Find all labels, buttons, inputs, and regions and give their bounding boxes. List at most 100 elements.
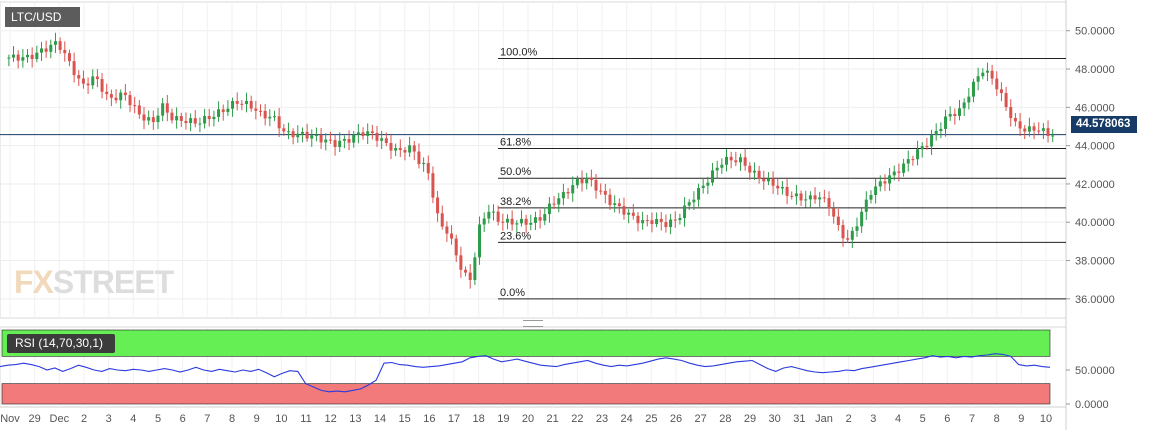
candle-up [1027, 126, 1031, 132]
time-tick-label: 24 [621, 413, 633, 425]
candle-down [165, 103, 169, 113]
time-tick-label: 14 [374, 413, 386, 425]
time-tick-label: Jan [815, 413, 833, 425]
candle-up [380, 138, 384, 141]
candle-up [35, 52, 39, 60]
candle-up [701, 185, 705, 189]
candle-up [175, 116, 179, 121]
candle-up [920, 146, 924, 150]
time-tick-label: 7 [204, 413, 210, 425]
candle-up [944, 116, 948, 129]
candle-down [440, 213, 444, 227]
candle-down [496, 211, 500, 222]
time-tick-label: 16 [423, 413, 435, 425]
candle-down [179, 116, 183, 121]
candle-down [841, 225, 845, 239]
candle-up [338, 140, 342, 148]
candle-up [869, 194, 873, 200]
candle-up [794, 193, 798, 197]
candle-up [91, 76, 95, 86]
candle-up [1041, 128, 1045, 131]
candle-down [170, 112, 174, 121]
rsi-indicator-label[interactable]: RSI (14,70,30,1) [7, 334, 115, 353]
candle-up [976, 76, 980, 82]
candle-up [272, 116, 276, 118]
candle-down [277, 116, 281, 129]
candle-down [151, 117, 155, 123]
candle-up [53, 41, 57, 45]
candle-down [566, 192, 570, 194]
candle-down [836, 216, 840, 226]
candle-up [962, 102, 966, 109]
candle-up [711, 170, 715, 183]
candle-up [394, 148, 398, 151]
candle-down [58, 41, 62, 50]
candle-down [645, 220, 649, 222]
time-tick-label: 23 [596, 413, 608, 425]
fibonacci-level-label: 61.8% [500, 137, 531, 149]
candle-down [911, 159, 915, 161]
candle-up [888, 175, 892, 184]
candle-down [133, 105, 137, 107]
candle-up [934, 130, 938, 136]
pane-resize-handle[interactable] [523, 320, 543, 327]
time-tick-label: 25 [645, 413, 657, 425]
candle-down [538, 217, 542, 221]
candle-up [575, 178, 579, 186]
candle-down [748, 165, 752, 173]
candle-down [589, 177, 593, 180]
candle-down [426, 163, 430, 174]
candle-down [813, 195, 817, 200]
candle-up [296, 133, 300, 138]
candle-down [622, 206, 626, 215]
candle-up [547, 203, 551, 215]
time-tick-label: 26 [670, 413, 682, 425]
candle-up [529, 222, 533, 225]
time-tick-label: 10 [1040, 413, 1052, 425]
candle-up [366, 131, 370, 136]
candle-down [827, 198, 831, 209]
candle-down [822, 197, 826, 199]
candle-down [184, 120, 188, 124]
candle-down [81, 78, 85, 84]
candle-up [310, 135, 314, 139]
time-tick-label: 11 [300, 413, 311, 425]
candle-up [958, 108, 962, 116]
candle-down [757, 170, 761, 179]
candle-up [487, 211, 491, 219]
candle-down [501, 221, 505, 223]
candle-up [557, 198, 561, 205]
candle-up [324, 139, 328, 143]
candle-up [874, 186, 878, 195]
candle-up [342, 139, 346, 141]
candle-down [375, 132, 379, 141]
candle-up [226, 108, 230, 113]
candle-up [948, 113, 952, 117]
rsi-tick-label: 50.0000 [1075, 365, 1115, 377]
candle-down [137, 105, 141, 115]
candle-up [804, 199, 808, 201]
fxstreet-watermark-logo: FXSTREET [14, 264, 174, 300]
rsi-oversold-band [1, 383, 1051, 405]
candle-down [109, 94, 113, 98]
time-tick-label: 17 [448, 413, 460, 425]
candle-down [370, 131, 374, 133]
time-tick-label: 18 [473, 413, 485, 425]
symbol-label[interactable]: LTC/USD [5, 7, 80, 27]
candle-down [221, 109, 225, 113]
price-tick-label: 46.0000 [1075, 102, 1115, 114]
candle-up [515, 223, 519, 225]
candle-up [697, 188, 701, 200]
fibonacci-level-label: 23.6% [500, 230, 531, 242]
candle-up [971, 81, 975, 97]
candle-up [687, 202, 691, 206]
candle-down [67, 53, 71, 62]
fibonacci-level-label: 38.2% [500, 196, 531, 208]
candle-up [855, 226, 859, 231]
candle-up [725, 156, 729, 165]
time-tick-label: 9 [254, 413, 260, 425]
candle-up [231, 101, 235, 109]
candle-down [403, 149, 407, 153]
candle-up [939, 128, 943, 131]
candle-up [808, 195, 812, 200]
